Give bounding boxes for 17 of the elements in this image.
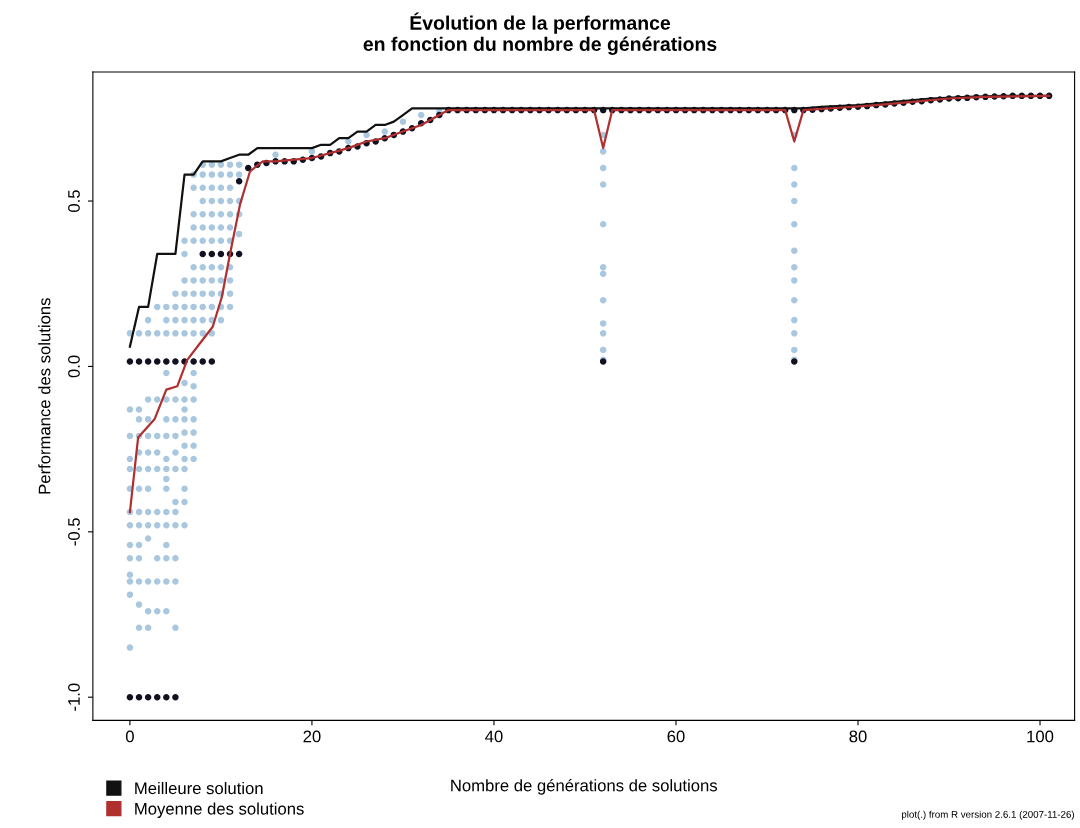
- x-axis-title: Nombre de générations de solutions: [451, 778, 718, 795]
- legend-label: Meilleure solution: [135, 781, 263, 795]
- x-tick-label: 0: [125, 730, 134, 743]
- y-tick-label: 0.5: [68, 190, 80, 212]
- chart-title: Évolution de la performance en fonction du nombre de générations: [363, 12, 717, 55]
- y-axis-title: Performance des solutions: [38, 298, 51, 494]
- y-tick-label: -1.0: [68, 683, 80, 711]
- y-tick-label: -0.5: [68, 518, 80, 546]
- x-tick-label: 40: [485, 730, 503, 743]
- text: plot(.) from R version 2.6.1 (2007-11-26): [901, 810, 1075, 820]
- legend-label: Moyenne des solutions: [135, 802, 304, 818]
- y-tick-label: 0.0: [68, 355, 80, 378]
- x-tick-label: 100: [1027, 730, 1054, 743]
- x-tick-label: 80: [849, 730, 867, 743]
- x-tick-label: 20: [303, 730, 321, 743]
- line-series: [128, 94, 1051, 514]
- x-tick-label: 60: [667, 730, 685, 743]
